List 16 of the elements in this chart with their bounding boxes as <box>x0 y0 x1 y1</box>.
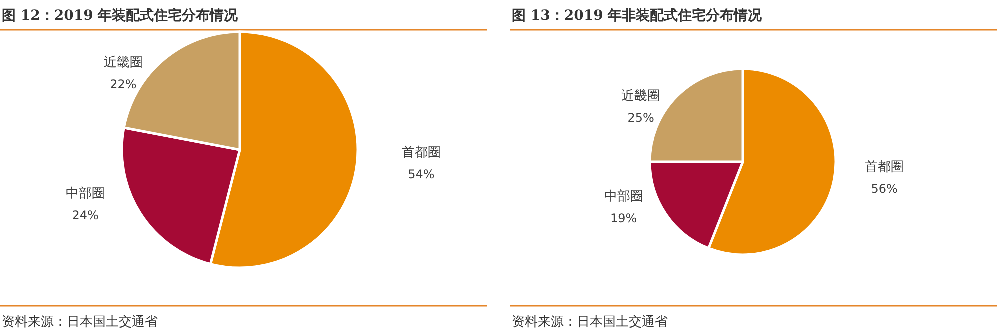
data-label: 22% <box>110 78 137 92</box>
slice-label: 近畿圈 <box>622 89 661 104</box>
slice-label: 近畿圈 <box>104 56 143 71</box>
slice-label: 中部圈 <box>604 189 644 204</box>
chart-title: 图 13：2019 年非装配式住宅分布情况 <box>512 7 764 24</box>
slice-label: 首都圈 <box>865 160 904 175</box>
data-label: 56% <box>871 182 898 196</box>
data-label: 25% <box>628 111 654 126</box>
data-label: 24% <box>72 208 99 223</box>
data-label: 54% <box>408 168 435 182</box>
text: 资料来源：日本国土交通省 <box>512 314 668 330</box>
slice-label: 中部圈 <box>66 186 106 202</box>
slice-label: 首都圈 <box>402 146 441 161</box>
data-label: 19% <box>610 211 638 226</box>
chart-title: 图 12：2019 年装配式住宅分布情况 <box>2 7 240 24</box>
text: 资料来源：日本国土交通省 <box>2 314 158 330</box>
